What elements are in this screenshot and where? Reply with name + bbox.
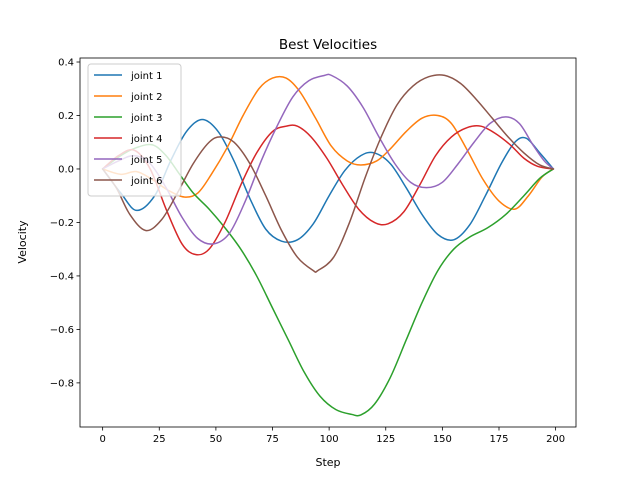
x-tick-label: 125: [376, 434, 395, 445]
y-tick-label: −0.2: [50, 218, 74, 229]
x-axis: 0 25 50 75 100 125 150 175 200: [99, 427, 565, 445]
y-tick-label: 0.2: [58, 111, 74, 122]
x-tick-label: 0: [99, 434, 105, 445]
x-tick-label: 25: [153, 434, 166, 445]
chart-title: Best Velocities: [279, 37, 377, 53]
series-line-joint-1: [101, 118, 555, 244]
legend-label: joint 4: [130, 134, 162, 145]
y-tick-label: 0.0: [58, 164, 74, 175]
y-tick-label: −0.8: [50, 378, 74, 389]
legend-box: [87, 63, 182, 197]
x-tick-label: 200: [546, 434, 565, 445]
x-axis-label: Step: [315, 456, 340, 469]
y-tick-label: 0.4: [58, 58, 74, 69]
series-line-joint-5: [101, 73, 555, 245]
legend: joint 1 joint 2 joint 3 joint 4 joint 5 joint…: [87, 63, 182, 197]
y-axis: −0.8 −0.6 −0.4 −0.2 0.0 0.2 0.4: [50, 58, 80, 389]
series-line-joint-2: [101, 75, 555, 210]
legend-label: joint 6: [130, 176, 162, 187]
series-line-joint-4: [101, 124, 555, 256]
x-tick-label: 150: [433, 434, 452, 445]
legend-label: joint 1: [130, 71, 162, 82]
plot-frame: [79, 57, 577, 428]
x-tick-label: 175: [489, 434, 508, 445]
y-tick-label: −0.6: [50, 325, 74, 336]
x-tick-label: 75: [266, 434, 279, 445]
y-tick-label: −0.4: [50, 271, 74, 282]
legend-label: joint 3: [130, 113, 162, 124]
y-axis-label: Velocity: [16, 220, 29, 264]
legend-label: joint 2: [130, 92, 162, 103]
legend-label: joint 5: [130, 155, 162, 166]
x-tick-label: 50: [210, 434, 223, 445]
x-tick-label: 100: [320, 434, 339, 445]
